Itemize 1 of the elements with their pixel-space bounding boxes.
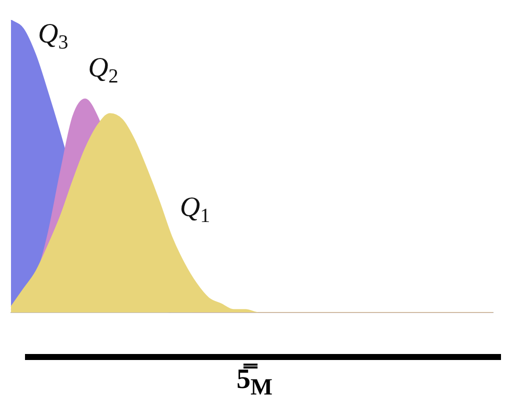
x-axis-title: 5̿$_{M}$ <box>235 364 274 402</box>
